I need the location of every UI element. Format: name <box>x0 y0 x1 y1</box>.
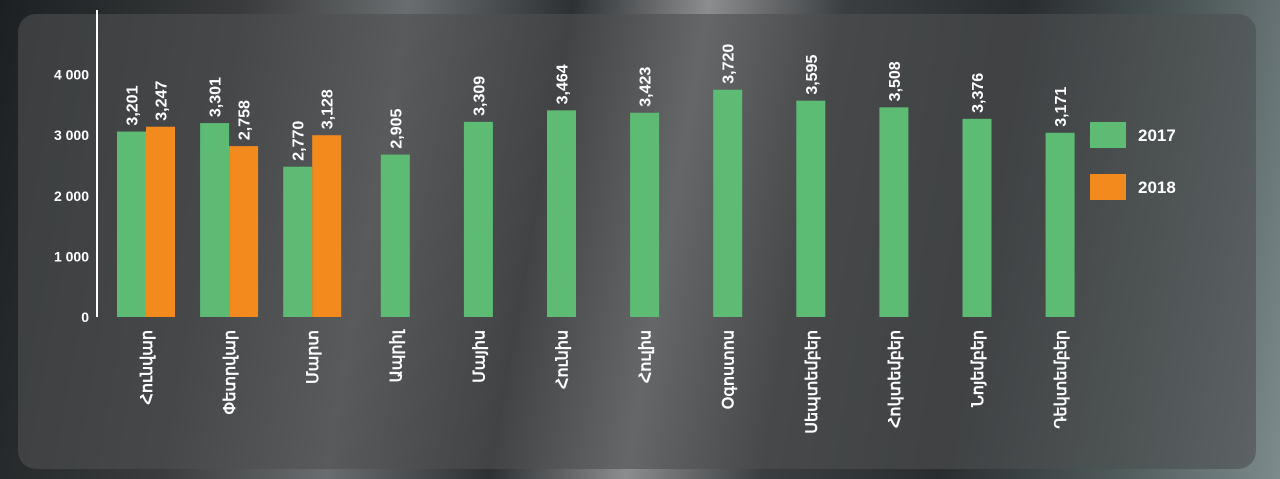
x-tick-label: Հուլիս <box>638 330 655 383</box>
data-label-2017: 3,720 <box>721 44 738 84</box>
legend-label-2017: 2017 <box>1138 126 1176 145</box>
legend: 2017 2018 <box>1090 122 1176 200</box>
data-label-2017: 3,595 <box>804 55 821 95</box>
x-tick-label: Սեպտեմբեր <box>804 330 821 434</box>
y-tick-label: 4 000 <box>54 67 89 83</box>
data-label-2017: 3,423 <box>638 67 655 107</box>
data-label-2017: 2,770 <box>291 121 308 161</box>
x-tick-label: Օգոստոս <box>721 330 738 409</box>
x-tick-label: Հոկտեմբեր <box>887 330 904 428</box>
bar-2017 <box>117 131 146 317</box>
bar-2017 <box>713 89 743 317</box>
x-tick-label: Հունվար <box>139 330 156 405</box>
bar-2017 <box>1045 132 1075 317</box>
y-tick-label: 3 000 <box>54 127 89 143</box>
bar-2017 <box>200 123 230 317</box>
y-axis: 0 1 000 2 000 3 000 4 000 <box>54 67 89 325</box>
data-labels-group: 3,201 3,247 3,301 2,758 2,770 3,128 2,905 3,309… <box>125 44 1071 161</box>
bar-2017 <box>879 107 909 317</box>
data-label-2017: 3,201 <box>125 85 142 125</box>
x-tick-label: Մայիս <box>471 330 488 383</box>
x-tick-label: Մարտ <box>305 330 322 384</box>
data-label-2017: 3,309 <box>471 76 488 116</box>
bar-2018 <box>229 146 259 317</box>
y-tick-label: 0 <box>81 309 89 325</box>
legend-swatch-2018 <box>1090 174 1126 200</box>
x-axis: Հունվար Փետրվար Մարտ Ապրիլ Մայիս Հունիս Հուլիս… <box>139 328 1070 433</box>
x-tick-label: Փետրվար <box>222 330 239 415</box>
data-label-2017: 3,171 <box>1053 87 1070 127</box>
bar-2017 <box>547 110 576 317</box>
x-tick-label: Նոյեմբեր <box>970 330 987 408</box>
data-label-2017: 3,508 <box>887 61 904 101</box>
x-tick-label: Հունիս <box>555 330 572 389</box>
data-label-2018: 3,128 <box>320 89 337 129</box>
bars-group <box>117 89 1075 318</box>
bar-2017 <box>796 100 826 318</box>
legend-label-2018: 2018 <box>1138 178 1176 197</box>
x-tick-label: Ապրիլ <box>388 328 405 382</box>
bar-2017 <box>962 118 992 317</box>
data-label-2017: 2,905 <box>388 108 405 148</box>
data-label-2017: 3,301 <box>208 77 225 117</box>
bar-2017 <box>630 112 660 317</box>
data-label-2018: 2,758 <box>237 100 254 140</box>
data-label-2017: 3,464 <box>555 64 572 104</box>
bar-2017 <box>283 166 313 317</box>
y-tick-label: 2 000 <box>54 188 89 204</box>
legend-swatch-2017 <box>1090 122 1126 148</box>
bar-2018 <box>312 135 342 317</box>
bar-2017 <box>463 121 493 317</box>
data-label-2018: 3,247 <box>154 81 171 121</box>
x-tick-label: Դեկտեմբեր <box>1053 330 1070 429</box>
bar-2018 <box>146 126 175 317</box>
data-label-2017: 3,376 <box>970 73 987 113</box>
y-tick-label: 1 000 <box>54 248 89 264</box>
bar-2017 <box>380 154 410 317</box>
